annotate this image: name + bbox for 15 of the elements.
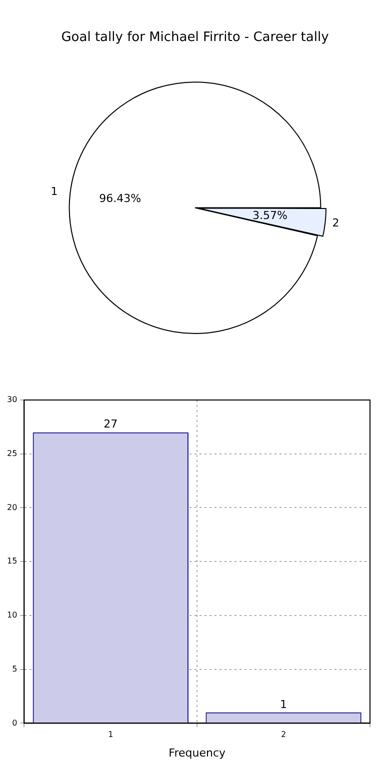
y-tick-label: 20: [6, 502, 18, 512]
data-label: 1: [280, 698, 288, 711]
y-tick-label: 5: [12, 664, 18, 674]
x-axis-title: Frequency: [168, 746, 226, 760]
y-tick-label: 0: [12, 718, 18, 728]
data-label: 96.43%: [99, 192, 142, 206]
slice-label: 2: [332, 216, 340, 230]
y-tick-label: 15: [6, 556, 18, 566]
chart-title: Goal tally for Michael Firrito - Career tally: [61, 30, 330, 46]
y-tick-label: 10: [6, 610, 18, 620]
slice-label: 1: [50, 184, 58, 198]
y-tick-label: 25: [6, 448, 18, 458]
data-label: 3.57%: [252, 209, 288, 222]
y-tick-label: 30: [6, 395, 18, 404]
data-label: 27: [104, 418, 118, 431]
